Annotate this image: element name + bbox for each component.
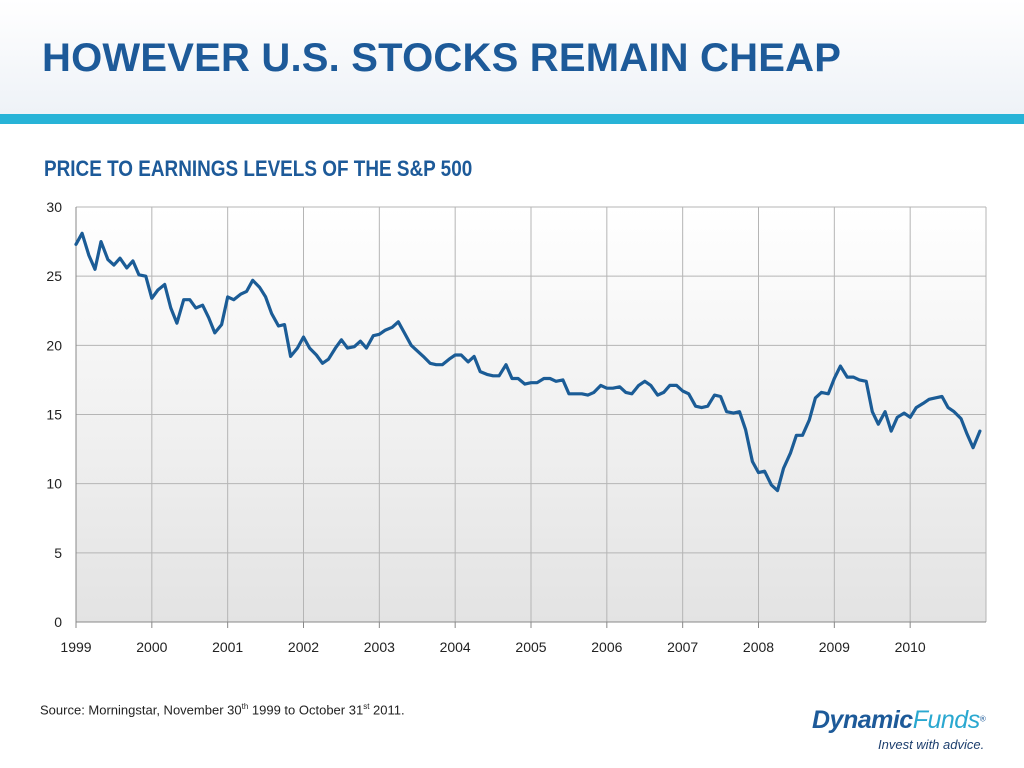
y-tick-label: 30 <box>46 199 62 215</box>
x-tick-label: 2006 <box>591 639 622 655</box>
x-tick-label: 2005 <box>515 639 546 655</box>
source-note: Source: Morningstar, November 30th 1999 … <box>40 702 405 718</box>
x-tick-label: 2000 <box>136 639 167 655</box>
y-tick-label: 20 <box>46 337 62 353</box>
x-tick-label: 2009 <box>819 639 850 655</box>
x-tick-label: 2003 <box>364 639 395 655</box>
x-tick-label: 2002 <box>288 639 319 655</box>
y-tick-label: 25 <box>46 268 62 284</box>
x-tick-label: 2008 <box>743 639 774 655</box>
brand-name: Dynamic <box>812 706 913 734</box>
header-band <box>0 0 1024 114</box>
y-tick-label: 15 <box>46 407 62 423</box>
series-line <box>74 231 982 493</box>
x-tick-label: 2001 <box>212 639 243 655</box>
y-tick-label: 0 <box>54 614 62 630</box>
brand-tagline: Invest with advice. <box>878 737 985 752</box>
title-rule <box>0 114 1024 124</box>
x-tick-label: 2007 <box>667 639 698 655</box>
x-tick-label: 2010 <box>895 639 926 655</box>
x-tick-label: 1999 <box>60 639 91 655</box>
y-tick-label: 5 <box>54 545 62 561</box>
page-title: HOWEVER U.S. STOCKS REMAIN CHEAP <box>42 36 842 80</box>
y-tick-label: 10 <box>46 476 62 492</box>
chart-title: PRICE TO EARNINGS LEVELS OF THE S&P 500 <box>44 156 473 181</box>
x-tick-label: 2004 <box>440 639 471 655</box>
dynamic-funds-logo: DynamicFunds® Invest with advice. <box>812 706 986 752</box>
brand-funds: Funds <box>912 706 980 734</box>
